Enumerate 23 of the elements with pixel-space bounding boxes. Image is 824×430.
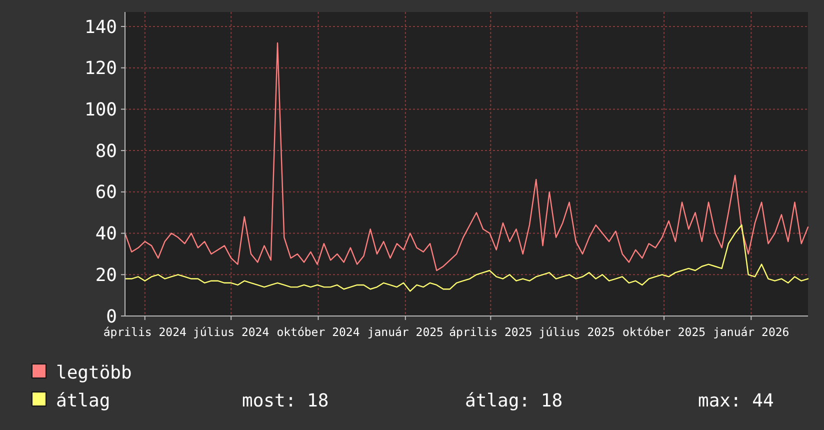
line-series (124, 42, 809, 272)
y-tick-label: 60 (95, 182, 117, 204)
x-tick-label: április 2025 (449, 325, 532, 339)
x-tick-label: január 2025 (367, 325, 444, 339)
legend-label: átlag (56, 390, 110, 412)
y-tick-label: 40 (95, 224, 117, 245)
y-tick-label: 140 (84, 16, 117, 38)
text: átlag: 18 (465, 390, 563, 412)
x-tick-label: április 2024 (103, 325, 187, 339)
y-tick-label: 20 (95, 264, 117, 286)
line-series (124, 224, 809, 292)
x-tick-label: július 2024 (193, 325, 270, 339)
x-tick-label: október 2024 (276, 325, 360, 339)
x-tick-label: július 2025 (538, 325, 615, 339)
y-tick-label: 0 (106, 306, 117, 328)
text: most: 18 (242, 390, 329, 412)
text: max: 44 (698, 390, 774, 412)
legend-label: legtöbb (56, 362, 132, 384)
y-tick-label: 80 (95, 140, 117, 162)
x-tick-label: január 2026 (713, 325, 790, 339)
x-tick-label: október 2025 (622, 325, 706, 339)
y-tick-label: 120 (84, 58, 117, 80)
y-tick-label: 100 (84, 99, 117, 120)
